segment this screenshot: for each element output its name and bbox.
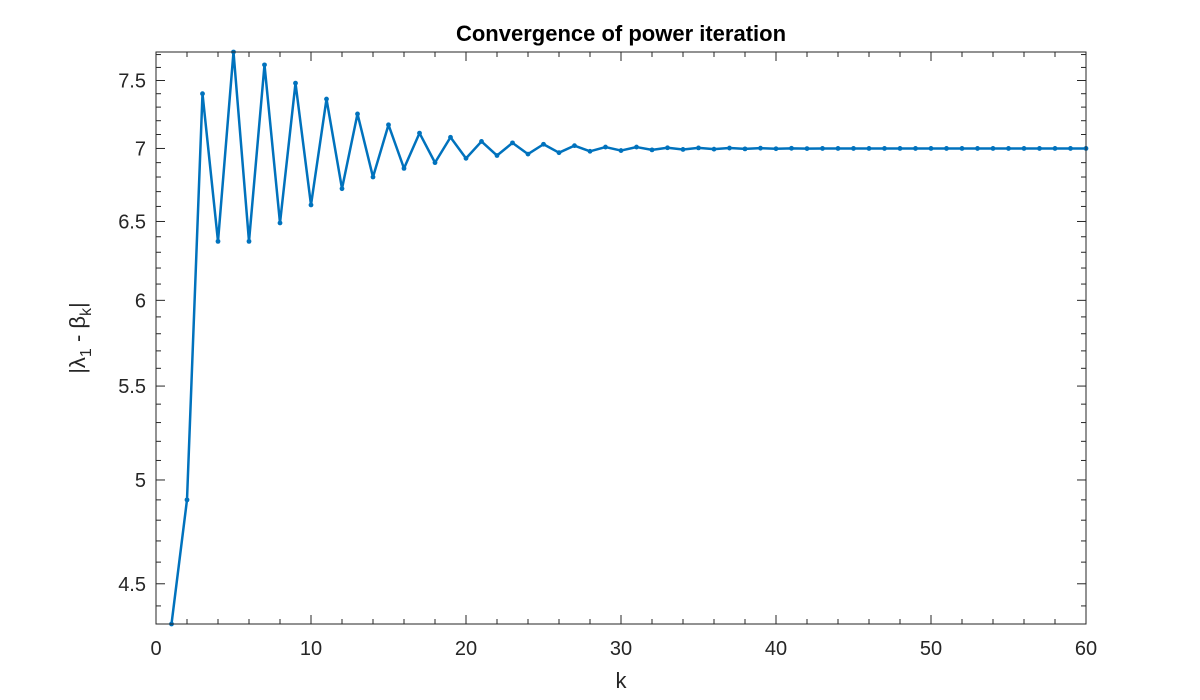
data-point: [928, 146, 934, 151]
data-point: [556, 150, 562, 156]
data-point: [587, 148, 593, 154]
y-tick-label: 4.5: [118, 574, 146, 596]
data-point: [913, 146, 918, 151]
data-point: [324, 96, 329, 102]
y-label-sub1: 1: [78, 348, 95, 357]
data-point: [215, 238, 221, 244]
data-point: [277, 220, 283, 226]
y-tick-label: 5: [135, 470, 146, 492]
data-point: [835, 146, 841, 151]
plot-area: [156, 52, 1086, 624]
data-point: [432, 160, 438, 166]
data-point: [882, 146, 887, 151]
data-point: [665, 145, 670, 151]
x-tick-label: 0: [150, 638, 161, 660]
data-point: [727, 145, 732, 151]
tick-labels: 0 10 20 30 40 50 60 4.5 5 5.5 6 6.5 7 7.5: [118, 70, 1097, 660]
data-point: [1068, 146, 1073, 151]
data-point: [510, 140, 515, 146]
y-label-mid: - β: [65, 316, 90, 348]
data-point: [525, 151, 531, 157]
data-point: [494, 153, 500, 158]
data-point: [680, 147, 686, 152]
y-tick-label: 6.5: [118, 211, 146, 233]
data-point: [758, 145, 763, 151]
series-layer: [169, 49, 1089, 627]
y-tick-label: 7.5: [118, 70, 146, 92]
data-point: [789, 145, 794, 151]
x-axis-label: k: [616, 668, 628, 693]
series-line: [170, 50, 1086, 625]
data-point: [603, 144, 608, 150]
y-label-sub2: k: [78, 307, 95, 316]
data-point: [355, 111, 360, 117]
y-tick-label: 7: [135, 138, 146, 160]
data-point: [246, 238, 252, 244]
data-point: [308, 202, 314, 208]
data-point: [479, 139, 484, 144]
data-point: [401, 165, 407, 171]
data-point: [572, 143, 577, 149]
y-axis-label: |λ1 - βk|: [65, 302, 95, 374]
tick-marks: [155, 52, 1087, 624]
data-point: [897, 146, 903, 151]
data-point: [200, 91, 205, 97]
data-point: [262, 62, 267, 68]
data-point: [990, 146, 996, 151]
y-label-open: |λ: [65, 357, 90, 374]
data-point: [804, 146, 810, 152]
y-tick-label: 6: [135, 290, 146, 312]
data-point: [1037, 146, 1042, 151]
data-point: [184, 497, 190, 503]
data-point: [711, 146, 717, 152]
data-point: [1006, 146, 1011, 151]
data-point: [866, 146, 872, 151]
data-point: [634, 144, 639, 150]
data-point: [959, 146, 965, 151]
chart-title: Convergence of power iteration: [456, 21, 786, 46]
x-tick-label: 20: [455, 638, 477, 660]
x-tick-label: 10: [300, 638, 322, 660]
data-point: [944, 146, 949, 151]
data-point: [851, 146, 856, 151]
data-point: [649, 147, 655, 153]
data-point: [386, 122, 391, 128]
axes-box: [155, 51, 1087, 625]
y-tick-label: 5.5: [118, 376, 146, 398]
data-point: [463, 155, 469, 161]
data-point: [618, 148, 624, 153]
data-point: [1052, 146, 1058, 151]
data-point: [742, 146, 748, 152]
data-point: [820, 146, 825, 151]
data-point: [293, 80, 298, 86]
x-tick-label: 50: [920, 638, 942, 660]
data-point: [541, 141, 546, 147]
data-point: [696, 145, 701, 151]
x-tick-label: 30: [610, 638, 632, 660]
data-point: [773, 146, 779, 152]
x-tick-label: 40: [765, 638, 787, 660]
data-point: [417, 130, 422, 136]
data-point: [339, 186, 345, 192]
data-point: [370, 174, 376, 180]
data-point: [1021, 146, 1027, 151]
y-label-close: |: [65, 302, 90, 308]
x-tick-label: 60: [1075, 638, 1097, 660]
data-point: [448, 134, 453, 140]
data-point: [975, 146, 980, 151]
